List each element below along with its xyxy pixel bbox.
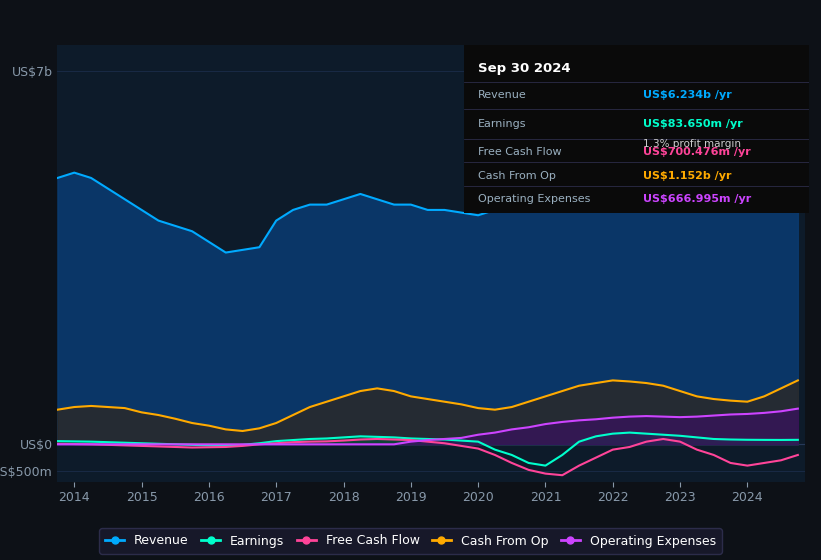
Text: Revenue: Revenue (478, 90, 526, 100)
Legend: Revenue, Earnings, Free Cash Flow, Cash From Op, Operating Expenses: Revenue, Earnings, Free Cash Flow, Cash … (99, 528, 722, 554)
Text: US$1.152b /yr: US$1.152b /yr (643, 171, 732, 181)
Text: US$700.476m /yr: US$700.476m /yr (643, 147, 751, 157)
Text: Earnings: Earnings (478, 119, 526, 129)
Text: Operating Expenses: Operating Expenses (478, 194, 590, 204)
Text: US$666.995m /yr: US$666.995m /yr (643, 194, 751, 204)
Text: US$6.234b /yr: US$6.234b /yr (643, 90, 732, 100)
Text: US$83.650m /yr: US$83.650m /yr (643, 119, 743, 129)
Text: 1.3% profit margin: 1.3% profit margin (643, 139, 741, 149)
Text: Cash From Op: Cash From Op (478, 171, 556, 181)
Text: Free Cash Flow: Free Cash Flow (478, 147, 562, 157)
Text: Sep 30 2024: Sep 30 2024 (478, 62, 571, 74)
